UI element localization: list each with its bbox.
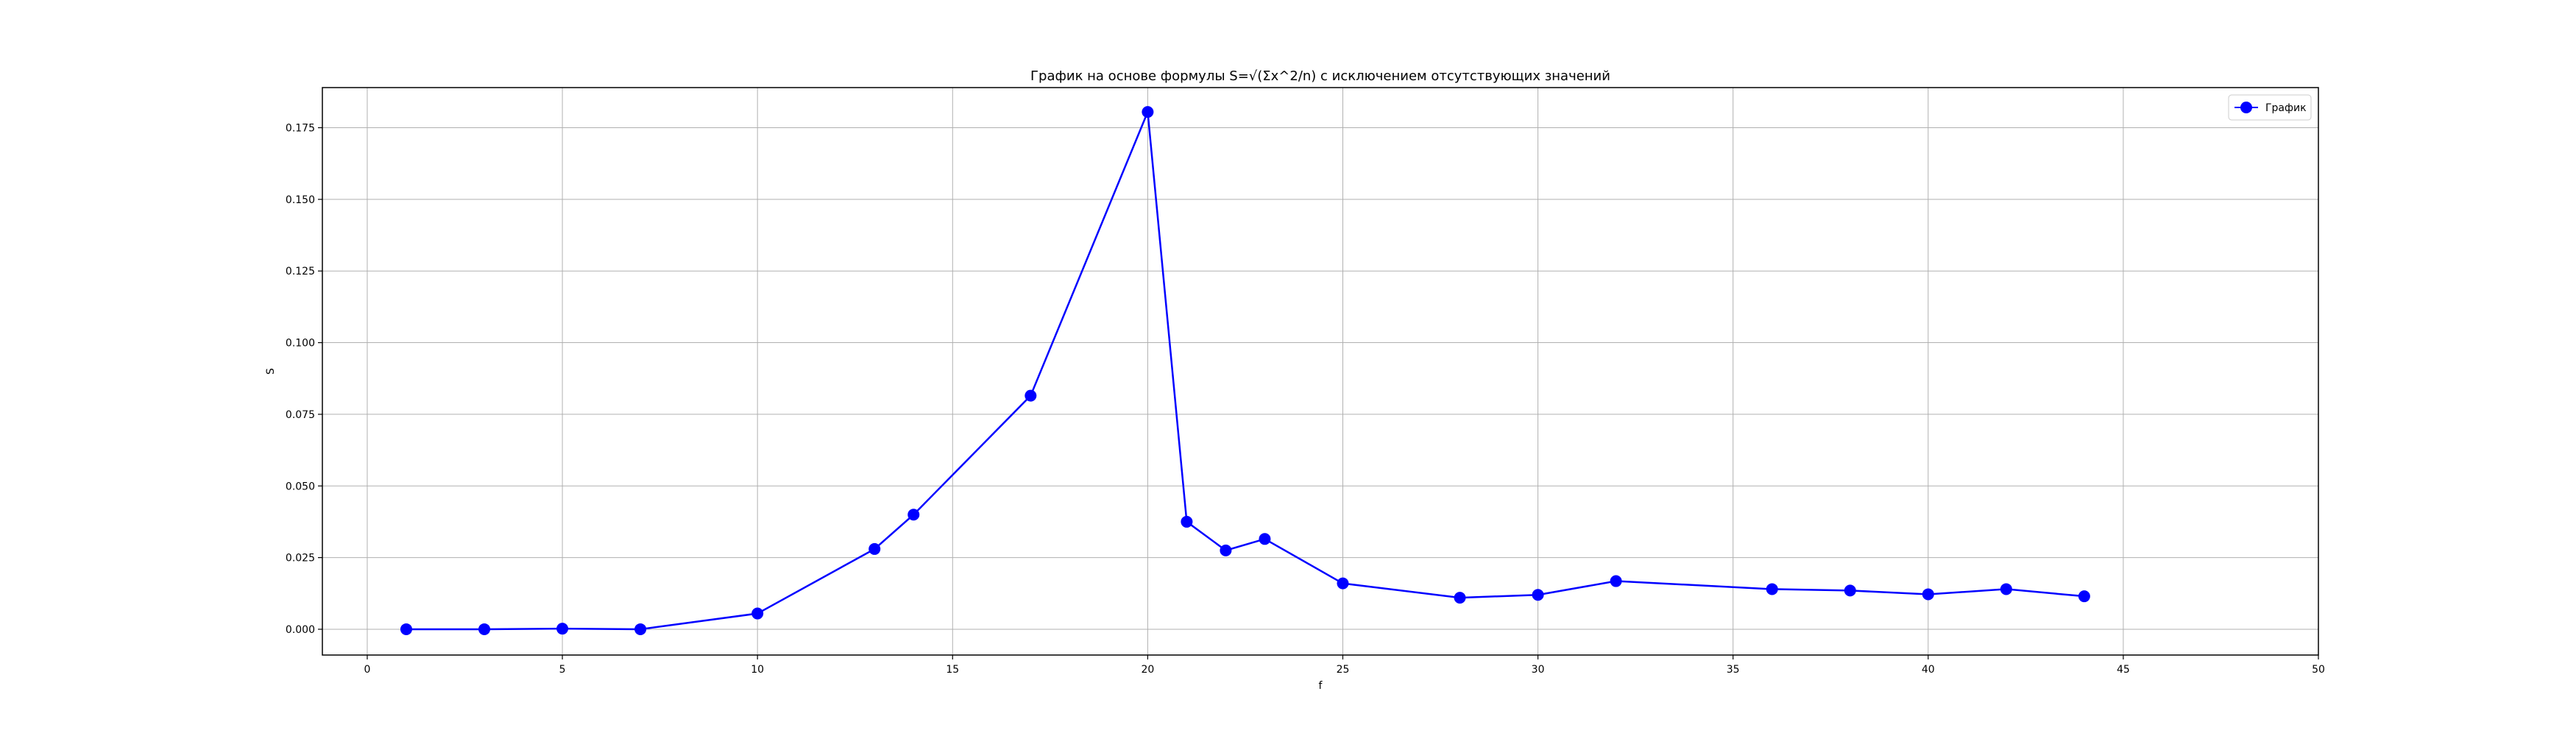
data-point xyxy=(1610,575,1622,587)
data-point xyxy=(1922,588,1934,601)
legend: График xyxy=(2228,94,2312,121)
data-point xyxy=(1220,544,1232,556)
data-point xyxy=(1337,577,1349,590)
data-point xyxy=(1025,389,1037,402)
x-tick-label: 45 xyxy=(2117,664,2130,676)
y-axis-label: S xyxy=(265,368,277,375)
data-point xyxy=(1142,106,1154,118)
x-tick-label: 15 xyxy=(946,664,959,676)
y-tick-label: 0.075 xyxy=(286,409,315,421)
x-tick-label: 0 xyxy=(364,664,371,676)
x-tick-label: 25 xyxy=(1337,664,1350,676)
series-layer xyxy=(400,106,2090,635)
data-point xyxy=(751,607,764,620)
x-tick-label: 10 xyxy=(751,664,764,676)
grid xyxy=(322,88,2319,655)
data-point xyxy=(478,623,491,635)
y-tick-label: 0.100 xyxy=(286,338,315,350)
x-tick-label: 50 xyxy=(2312,664,2325,676)
legend-box xyxy=(2228,94,2312,121)
x-tick-label: 40 xyxy=(1922,664,1935,676)
y-tick-label: 0.175 xyxy=(286,123,315,135)
legend-marker xyxy=(2240,102,2252,113)
series-line xyxy=(406,111,2084,631)
data-point xyxy=(1844,584,1856,597)
y-tick-label: 0.000 xyxy=(286,624,315,636)
chart-title: График на основе формулы S=√(Σx^2/n) с и… xyxy=(1030,68,1610,84)
data-point xyxy=(1454,592,1466,604)
data-point xyxy=(556,623,569,635)
data-point xyxy=(1259,533,1271,545)
data-point xyxy=(2078,590,2090,603)
y-tick-label: 0.050 xyxy=(286,481,315,492)
x-tick-label: 5 xyxy=(559,664,566,676)
x-tick-label: 30 xyxy=(1532,664,1545,676)
data-point xyxy=(868,542,881,555)
legend-label: График xyxy=(2265,102,2307,114)
ticks: 0 5 10 15 20 25 30 35 40 45 50 0.000 0.025 0.050 0.075… xyxy=(286,123,2325,676)
data-point xyxy=(1181,515,1193,528)
x-tick-label: 35 xyxy=(1727,664,1740,676)
data-point xyxy=(400,623,412,635)
y-tick-label: 0.025 xyxy=(286,553,315,565)
y-tick-label: 0.150 xyxy=(286,194,315,206)
x-tick-label: 20 xyxy=(1141,664,1154,676)
data-point xyxy=(634,623,647,635)
x-axis-label: f xyxy=(1319,680,1323,692)
y-tick-label: 0.125 xyxy=(286,266,315,277)
data-point xyxy=(2000,583,2012,595)
data-point xyxy=(1532,589,1544,601)
data-point xyxy=(907,509,920,521)
plot-frame xyxy=(322,87,2319,656)
data-point xyxy=(1766,583,1778,595)
